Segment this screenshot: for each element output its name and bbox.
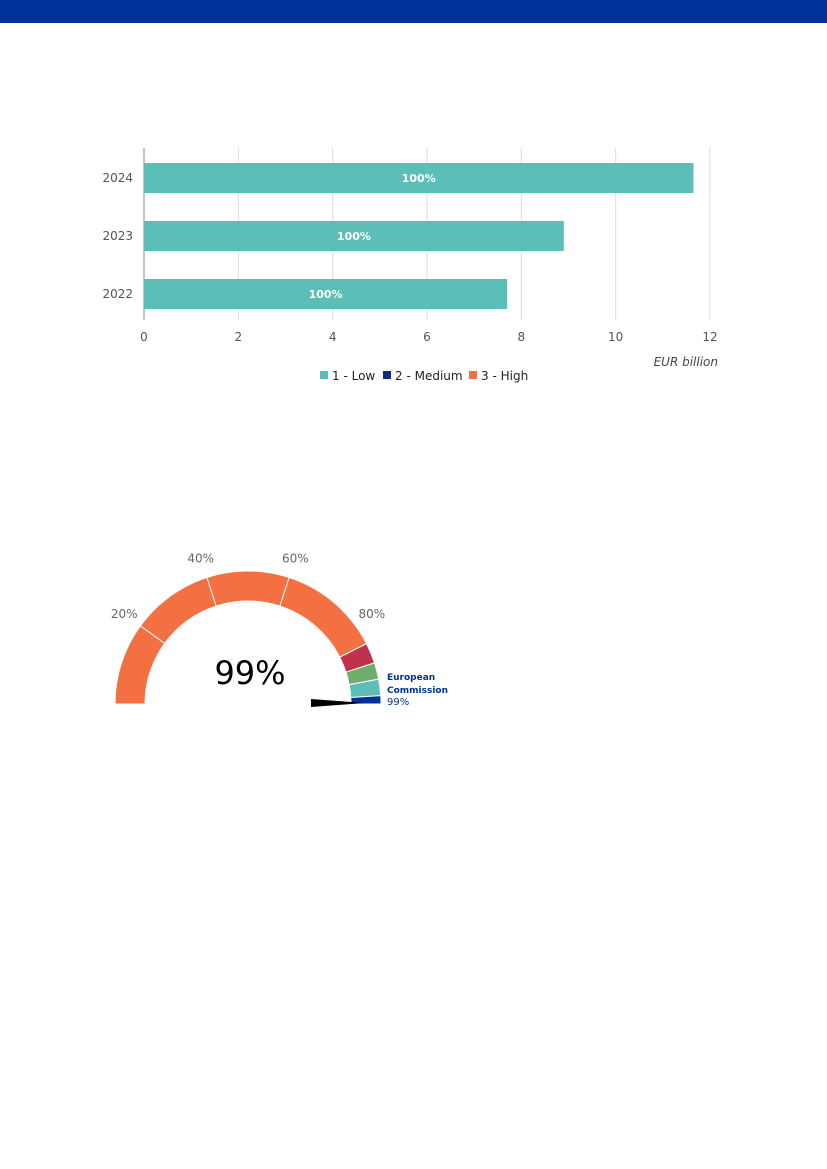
y-tick-label: 2024 (102, 171, 133, 185)
y-tick-label: 2022 (102, 287, 133, 301)
gauge-tick-label: 20% (111, 607, 138, 621)
legend-label: 3 - High (481, 369, 528, 383)
x-tick-label: 10 (608, 330, 623, 344)
top-banner (0, 0, 827, 23)
bar-series: 100% 100% 100% (144, 163, 694, 309)
x-axis-ticks: 0 2 4 6 8 10 12 (140, 330, 717, 344)
bar-data-label: 100% (337, 230, 371, 243)
legend-swatch (320, 371, 328, 379)
x-tick-label: 0 (140, 330, 148, 344)
y-tick-label: 2023 (102, 229, 133, 243)
legend-swatch (383, 371, 391, 379)
gauge-divider (140, 625, 165, 644)
legend-swatch (469, 371, 477, 379)
gauge-tick-label: 80% (358, 607, 385, 621)
gauge-tick-labels: 20% 40% 60% 80% (111, 551, 385, 621)
gauge-tick-label: 60% (282, 551, 309, 565)
x-tick-label: 8 (518, 330, 526, 344)
bar-data-label: 100% (309, 288, 343, 301)
x-tick-label: 2 (235, 330, 243, 344)
bar-data-label: 100% (402, 172, 436, 185)
x-tick-label: 4 (329, 330, 337, 344)
gauge-annotation-line1: European (387, 673, 435, 683)
y-axis-ticks: 2024 2023 2022 (102, 171, 133, 301)
x-tick-label: 6 (423, 330, 431, 344)
bar (144, 279, 508, 309)
bar (144, 221, 564, 251)
gauge-tick-label: 40% (187, 551, 214, 565)
gauge-needle (311, 699, 365, 707)
gauge-divider (279, 577, 290, 607)
legend-label: 1 - Low (332, 369, 375, 383)
gauge-center-value: 99% (214, 654, 285, 692)
x-axis-unit: EUR billion (654, 355, 718, 369)
gauge-annotation-value: 99% (387, 697, 409, 708)
bar (144, 163, 694, 193)
x-tick-label: 12 (702, 330, 717, 344)
legend: 1 - Low 2 - Medium 3 - High (320, 369, 528, 383)
gauge-divider (206, 577, 217, 607)
gauge-annotation-line2: Commission (387, 686, 448, 696)
legend-label: 2 - Medium (395, 369, 463, 383)
